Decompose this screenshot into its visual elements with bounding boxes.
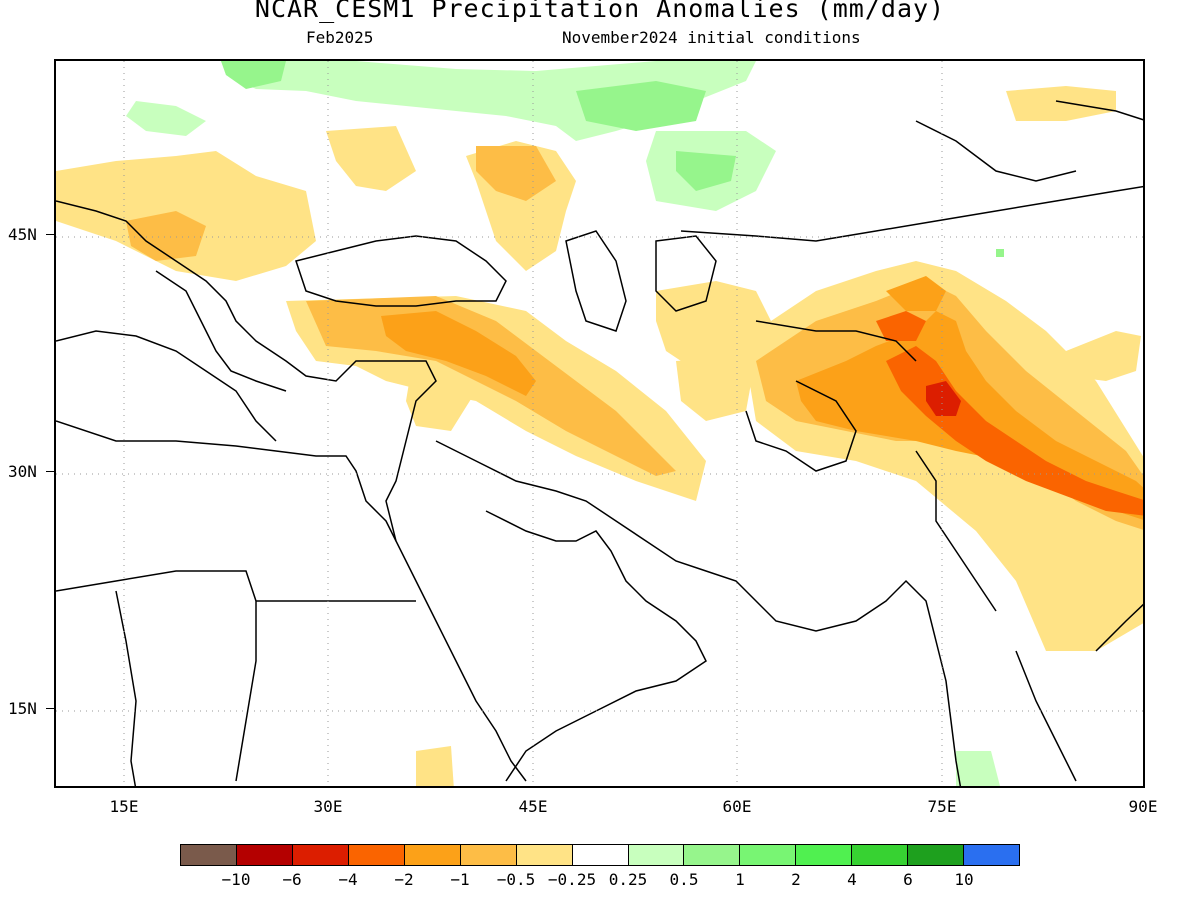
colorbar-swatch [628, 845, 685, 865]
colorbar-label: 0.5 [669, 870, 699, 889]
colorbar-swatch [348, 845, 405, 865]
colorbar-swatch [460, 845, 517, 865]
colorbar-swatch [684, 845, 741, 865]
initial-conditions-label: November2024 initial conditions [562, 28, 861, 47]
colorbar-swatch [181, 845, 237, 865]
colorbar-label: 0.25 [608, 870, 648, 889]
lat-label-45n: 45N [8, 225, 37, 244]
map-panel [54, 59, 1145, 788]
colorbar-swatch [740, 845, 797, 865]
lat-tick [46, 471, 54, 472]
colorbar-label: −0.5 [496, 870, 536, 889]
colorbar-swatch [404, 845, 461, 865]
lon-label-60e: 60E [722, 797, 752, 816]
colorbar [180, 844, 1020, 866]
colorbar-label: 2 [791, 870, 801, 889]
colorbar-label: 4 [847, 870, 857, 889]
lon-label-15e: 15E [109, 797, 139, 816]
colorbar-swatch [796, 845, 853, 865]
lon-label-75e: 75E [927, 797, 957, 816]
positive-anomaly-areas [126, 61, 1004, 786]
colorbar-label: −2 [394, 870, 414, 889]
lon-label-90e: 90E [1128, 797, 1158, 816]
valid-month-label: Feb2025 [306, 28, 374, 47]
lat-label-15n: 15N [8, 699, 37, 718]
lat-label-30n: 30N [8, 462, 37, 481]
colorbar-swatch [964, 845, 1020, 865]
colorbar-label: 6 [903, 870, 913, 889]
lon-label-30e: 30E [313, 797, 343, 816]
anomaly-map [56, 61, 1143, 786]
colorbar-label: −6 [282, 870, 302, 889]
colorbar-swatch [292, 845, 349, 865]
colorbar-swatch [852, 845, 909, 865]
colorbar-label: 10 [954, 870, 974, 889]
lat-tick [46, 234, 54, 235]
colorbar-label: 1 [735, 870, 745, 889]
colorbar-swatch [908, 845, 965, 865]
colorbar-label: −1 [450, 870, 470, 889]
lat-tick [46, 708, 54, 709]
coastlines-and-borders [56, 100, 1143, 786]
lon-label-45e: 45E [518, 797, 548, 816]
colorbar-label: −0.25 [547, 870, 597, 889]
colorbar-swatch [516, 845, 573, 865]
colorbar-swatch [236, 845, 293, 865]
negative-anomaly-areas-intense [876, 311, 1143, 516]
chart-title: NCAR_CESM1 Precipitation Anomalies (mm/d… [254, 0, 946, 23]
colorbar-label: −4 [338, 870, 358, 889]
colorbar-label: −10 [221, 870, 251, 889]
colorbar-swatch [572, 845, 629, 865]
